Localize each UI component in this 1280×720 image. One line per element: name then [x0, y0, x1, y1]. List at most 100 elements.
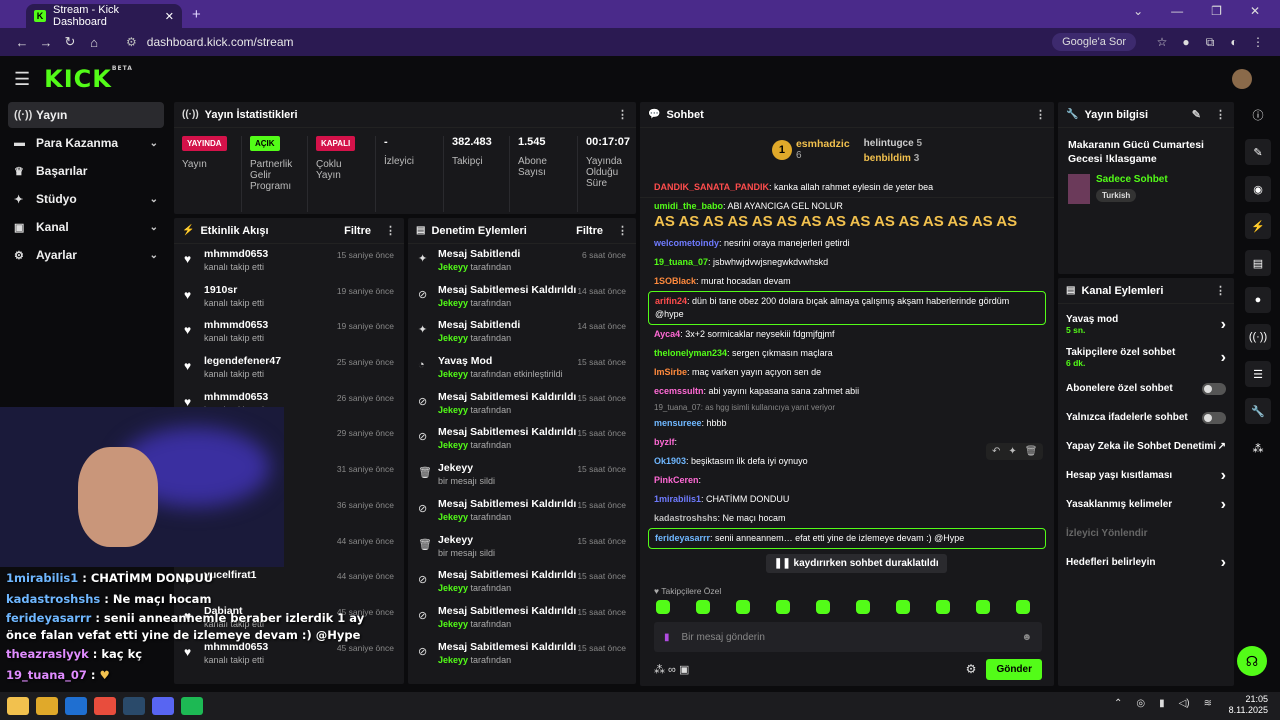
channel-action-row[interactable]: Yasaklanmış kelimeler › — [1058, 490, 1234, 519]
edit-icon[interactable]: ✎ — [1245, 139, 1271, 165]
chat-username[interactable]: Ok1903 — [654, 456, 687, 466]
gear-icon[interactable]: ⚙ — [965, 662, 977, 676]
list-icon[interactable]: ☰ — [1245, 361, 1271, 387]
chat-message[interactable]: 1mirabilis1: CHATİMM DONDUU — [648, 490, 1046, 509]
chat-message[interactable]: ImSirbe: maç varken yayın açıyon sen de — [648, 363, 1046, 382]
extensions-puzzle-icon[interactable]: ⧉ — [1205, 34, 1215, 49]
wrench-icon[interactable]: 🔧 — [1245, 398, 1271, 424]
chat-username[interactable]: 1mirabilis1 — [654, 494, 702, 504]
list-item[interactable]: ♥ mhmmd0653 kanalı takip etti 19 saniye önc… — [174, 315, 404, 351]
new-tab-icon[interactable]: + — [192, 6, 201, 23]
chat-message[interactable]: byzlf: — [648, 433, 1046, 452]
channel-action-row[interactable]: Yavaş mod 5 sn. › — [1058, 308, 1234, 341]
list-item[interactable]: ⊘ Mesaj Sabitlemesi Kaldırıldı Jekeyy tara… — [408, 601, 636, 637]
chat-message[interactable]: thelonelyman234: sergen çıkmasın maçlara — [648, 344, 1046, 363]
chat-paused-banner[interactable]: ❚❚ kaydırırken sohbet duraklatıldı — [766, 554, 947, 573]
stream-category[interactable]: Sadece Sohbet Turkish — [1058, 166, 1234, 212]
filter-button[interactable]: Filtre — [344, 224, 371, 237]
chevron-down-icon[interactable]: ⌄ — [1133, 4, 1144, 18]
chat-message[interactable]: ecemssultn: abi yayını kapasana sana zah… — [648, 382, 1046, 401]
chrome-icon[interactable] — [94, 697, 116, 715]
emote-icon[interactable] — [776, 600, 790, 614]
camera-icon[interactable]: ◉ — [1245, 176, 1271, 202]
restore-icon[interactable]: ❐ — [1211, 4, 1222, 18]
list-item[interactable]: ♥ yucelfirat1 44 saniye önce — [174, 565, 404, 601]
reply-icon[interactable]: ↶ — [992, 446, 1001, 457]
chat-message[interactable]: 1SOBlack: murat hocadan devam — [648, 272, 1046, 291]
chat-message[interactable]: 19_tuana_07: jsbwhwjdvwjsnegwkdvwhskd — [648, 253, 1046, 272]
chat-message[interactable]: PinkCeren: — [648, 471, 1046, 490]
bolt-icon[interactable]: ⚡ — [1245, 213, 1271, 239]
chat-username[interactable]: thelonelyman234 — [654, 348, 728, 358]
reload-icon[interactable]: ↻ — [64, 34, 76, 49]
browser-menu-icon[interactable]: ⋮ — [1252, 35, 1264, 49]
chat-username[interactable]: mensureee — [654, 418, 702, 428]
chat-username[interactable]: byzlf — [654, 437, 675, 447]
mic-icon[interactable]: ▮ — [664, 631, 670, 643]
list-item[interactable]: ⊘ Mesaj Sabitlemesi Kaldırıldı Jekeyy tara… — [408, 422, 636, 458]
filter-button[interactable]: Filtre — [576, 224, 603, 237]
forward-icon[interactable]: → — [39, 34, 53, 50]
emote-icon[interactable] — [1016, 600, 1030, 614]
kebab-menu-icon[interactable]: ⋮ — [617, 225, 628, 237]
chevron-up-icon[interactable]: ⌃ — [1113, 698, 1123, 709]
start-icon[interactable] — [7, 697, 29, 715]
sidebar-item-kanal[interactable]: ▣ Kanal ⌄ — [8, 214, 164, 240]
pin-icon[interactable]: ✦ — [1008, 446, 1017, 457]
extension-icon[interactable]: ● — [1182, 35, 1190, 49]
emote-icon[interactable] — [696, 600, 710, 614]
broadcast-icon[interactable]: ((·)) — [1245, 324, 1271, 350]
gifter-row[interactable]: helintugce 5 — [864, 138, 922, 149]
sidebar-item-basarilar[interactable]: ♛ Başarılar — [8, 158, 164, 184]
widgets-icon[interactable]: ⁂ — [1252, 442, 1264, 455]
kebab-menu-icon[interactable]: ⋮ — [1035, 109, 1046, 121]
minimize-icon[interactable]: — — [1171, 4, 1184, 18]
chat-username[interactable]: ImSirbe — [654, 367, 688, 377]
emote-icon[interactable] — [856, 600, 870, 614]
sidebar-item-yayin[interactable]: ((·)) Yayın — [8, 102, 164, 128]
channel-action-row[interactable]: Takipçilere özel sohbet 6 dk. › — [1058, 341, 1234, 374]
list-item[interactable]: ♥ 1910sr kanalı takip etti 19 saniye önce — [174, 280, 404, 316]
trash-icon[interactable]: 🗑 — [1024, 446, 1038, 457]
mic-icon[interactable]: ▮ — [1159, 698, 1165, 709]
list-item[interactable]: ⊘ Mesaj Sabitlemesi Kaldırıldı Jekeyy tara… — [408, 387, 636, 423]
back-icon[interactable]: ← — [15, 34, 29, 50]
toggle-switch[interactable] — [1202, 382, 1226, 395]
outlook-icon[interactable] — [65, 697, 87, 715]
list-item[interactable]: 🗑 Jekeyy bir mesajı sildi 15 saat önce — [408, 530, 636, 566]
top-gifter[interactable]: 1 esmhadzic 6 — [771, 138, 850, 161]
volume-icon[interactable]: ◁) — [1178, 698, 1190, 709]
close-window-icon[interactable]: ✕ — [1249, 4, 1260, 18]
list-item[interactable]: ♥ Dabiant kanalı takip etti 45 saniye önce — [174, 601, 404, 637]
list-item[interactable]: ✦ Mesaj Sabitlendi Jekeyy tarafından 14 saa… — [408, 315, 636, 351]
chat-username[interactable]: kadastroshshs — [654, 513, 718, 523]
list-item[interactable]: ♥ mhmmd0653 kanalı takip etti 15 saniye önc… — [174, 244, 404, 280]
chat-messages[interactable]: DANDIK_SANATA_PANDIK: kanka allah rahmet… — [648, 178, 1046, 549]
emoji-icon[interactable]: ☻ — [1021, 631, 1032, 643]
list-item[interactable]: ◔ Yavaş Mod Jekeyy tarafından etkinleştiri… — [408, 351, 636, 387]
clock[interactable]: 21:05 8.11.2025 — [1229, 694, 1268, 716]
clipboard-icon[interactable]: ▤ — [1245, 250, 1271, 276]
chat-username[interactable]: ecemssultn — [654, 386, 704, 396]
chat-username[interactable]: 19_tuana_07 — [654, 257, 709, 267]
spotify-icon[interactable] — [181, 697, 203, 715]
chat-username[interactable]: DANDIK_SANATA_PANDIK — [654, 182, 770, 192]
chat-icon[interactable]: ● — [1245, 287, 1271, 313]
steam-icon[interactable] — [123, 697, 145, 715]
list-item[interactable]: ⊘ Mesaj Sabitlemesi Kaldırıldı Jekeyy tara… — [408, 280, 636, 316]
chat-message[interactable]: mensureee: hbbb — [648, 414, 1046, 433]
chat-message[interactable]: arifin24: dün bi tane obez 200 dolara bı… — [648, 291, 1046, 325]
info-icon[interactable]: ⓘ — [1252, 110, 1264, 122]
chat-message[interactable]: ferideyasarrr: senii anneannem… efat ett… — [648, 528, 1046, 549]
chat-tools-icon[interactable]: ⁂ ∞ ▣ — [654, 663, 690, 676]
chat-message[interactable]: kadastroshshs: Ne maçı hocam — [648, 509, 1046, 528]
chat-message[interactable]: Ok1903: beşiktasım ilk defa iyi oynuyo — [648, 452, 1046, 471]
file-explorer-icon[interactable] — [36, 697, 58, 715]
list-item[interactable]: ✦ Mesaj Sabitlendi Jekeyy tarafından 6 saat… — [408, 244, 636, 280]
gifter-row[interactable]: benbildim 3 — [864, 153, 922, 164]
send-button[interactable]: Gönder — [986, 658, 1042, 680]
toggle-switch[interactable] — [1202, 411, 1226, 424]
sidebar-item-ayarlar[interactable]: ⚙ Ayarlar ⌄ — [8, 242, 164, 268]
channel-action-row[interactable]: Hedefleri belirleyin › — [1058, 548, 1234, 577]
browser-tab[interactable]: K Stream - Kick Dashboard ✕ — [26, 4, 182, 28]
